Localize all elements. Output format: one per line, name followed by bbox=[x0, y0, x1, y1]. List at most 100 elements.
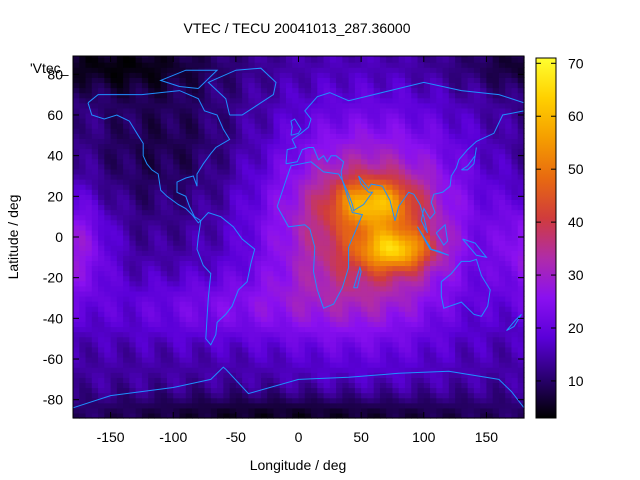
heatmap-cell bbox=[373, 92, 381, 99]
heatmap-cell bbox=[204, 158, 212, 165]
heatmap-cell bbox=[492, 97, 500, 104]
heatmap-cell bbox=[373, 77, 381, 84]
heatmap-cell bbox=[141, 163, 149, 170]
heatmap-cell bbox=[373, 356, 381, 363]
heatmap-cell bbox=[373, 367, 381, 373]
heatmap-cell bbox=[116, 199, 124, 206]
heatmap-cell bbox=[317, 72, 325, 78]
heatmap-cell bbox=[436, 67, 444, 73]
heatmap-cell bbox=[461, 112, 469, 119]
heatmap-cell bbox=[461, 377, 469, 384]
heatmap-cell bbox=[342, 382, 350, 389]
heatmap-cell bbox=[273, 326, 281, 333]
heatmap-cell bbox=[348, 265, 356, 272]
heatmap-cell bbox=[267, 112, 275, 119]
heatmap-cell bbox=[498, 250, 506, 256]
heatmap-cell bbox=[79, 194, 87, 200]
heatmap-cell bbox=[411, 82, 419, 89]
heatmap-cell bbox=[198, 346, 206, 353]
heatmap-cell bbox=[348, 133, 356, 139]
heatmap-cell bbox=[141, 250, 149, 256]
heatmap-cell bbox=[154, 255, 162, 261]
heatmap-cell bbox=[480, 67, 488, 73]
heatmap-cell bbox=[379, 168, 387, 175]
heatmap-cell bbox=[223, 209, 231, 216]
heatmap-cell bbox=[123, 97, 130, 104]
heatmap-cell bbox=[98, 255, 105, 261]
heatmap-cell bbox=[367, 275, 375, 282]
heatmap-cell bbox=[329, 67, 337, 73]
heatmap-cell bbox=[317, 163, 325, 170]
heatmap-cell bbox=[461, 67, 469, 73]
heatmap-cell bbox=[185, 158, 193, 165]
heatmap-cell bbox=[423, 102, 431, 109]
heatmap-cell bbox=[254, 270, 262, 277]
heatmap-cell bbox=[480, 387, 488, 394]
heatmap-cell bbox=[298, 184, 306, 190]
heatmap-cell bbox=[448, 331, 456, 338]
heatmap-cell bbox=[461, 392, 469, 399]
heatmap-cell bbox=[173, 204, 181, 211]
heatmap-cell bbox=[311, 168, 318, 175]
heatmap-cell bbox=[336, 260, 343, 267]
heatmap-cell bbox=[361, 148, 368, 155]
heatmap-cell bbox=[442, 372, 450, 378]
heatmap-cell bbox=[129, 311, 137, 317]
heatmap-cell bbox=[85, 295, 93, 302]
heatmap-cell bbox=[373, 102, 381, 109]
heatmap-cell bbox=[311, 270, 318, 277]
heatmap-cell bbox=[192, 112, 199, 119]
heatmap-cell bbox=[254, 316, 262, 322]
heatmap-cell bbox=[116, 163, 124, 170]
heatmap-cell bbox=[448, 133, 456, 139]
heatmap-cell bbox=[411, 397, 419, 404]
heatmap-cell bbox=[411, 123, 419, 129]
heatmap-cell bbox=[273, 143, 281, 150]
heatmap-cell bbox=[311, 143, 318, 150]
heatmap-cell bbox=[141, 224, 149, 231]
heatmap-cell bbox=[254, 372, 262, 378]
heatmap-cell bbox=[342, 224, 350, 231]
heatmap-cell bbox=[254, 311, 262, 317]
heatmap-cell bbox=[423, 204, 431, 211]
heatmap-cell bbox=[442, 77, 450, 84]
heatmap-cell bbox=[473, 118, 481, 124]
heatmap-cell bbox=[448, 407, 456, 414]
heatmap-cell bbox=[154, 184, 162, 190]
heatmap-cell bbox=[292, 397, 300, 404]
heatmap-cell bbox=[361, 72, 368, 78]
heatmap-cell bbox=[411, 240, 419, 246]
heatmap-cell bbox=[417, 72, 425, 78]
heatmap-cell bbox=[436, 387, 444, 394]
heatmap-cell bbox=[379, 285, 387, 292]
heatmap-cell bbox=[354, 397, 362, 404]
heatmap-cell bbox=[398, 367, 406, 373]
heatmap-cell bbox=[279, 72, 287, 78]
heatmap-cell bbox=[317, 240, 325, 246]
heatmap-cell bbox=[505, 123, 513, 129]
heatmap-cell bbox=[267, 316, 275, 322]
heatmap-cell bbox=[173, 316, 181, 322]
heatmap-cell bbox=[179, 412, 187, 419]
heatmap-cell bbox=[192, 392, 199, 399]
heatmap-cell bbox=[361, 311, 368, 317]
heatmap-cell bbox=[348, 87, 356, 94]
heatmap-cell bbox=[379, 189, 387, 195]
heatmap-cell bbox=[91, 321, 99, 328]
heatmap-cell bbox=[104, 123, 112, 129]
heatmap-cell bbox=[517, 158, 525, 165]
heatmap-cell bbox=[379, 306, 387, 312]
heatmap-cell bbox=[98, 133, 105, 139]
heatmap-cell bbox=[304, 311, 312, 317]
heatmap-cell bbox=[85, 72, 93, 78]
heatmap-cell bbox=[223, 316, 231, 322]
heatmap-cell bbox=[279, 245, 287, 251]
heatmap-cell bbox=[179, 72, 187, 78]
heatmap-cell bbox=[235, 133, 243, 139]
heatmap-cell bbox=[398, 234, 406, 241]
heatmap-cell bbox=[242, 82, 249, 89]
heatmap-cell bbox=[448, 306, 456, 312]
heatmap-cell bbox=[173, 107, 181, 114]
heatmap-cell bbox=[135, 138, 143, 145]
heatmap-cell bbox=[260, 275, 268, 282]
